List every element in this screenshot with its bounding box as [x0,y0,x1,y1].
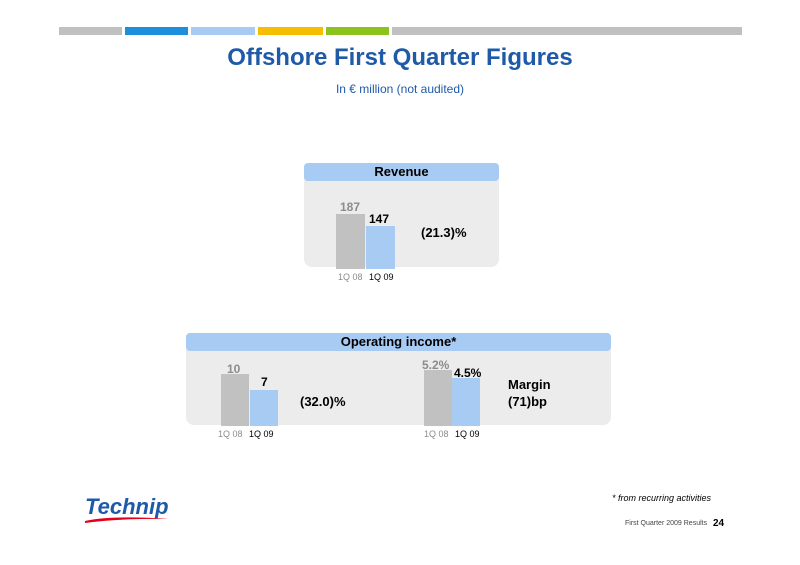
revenue-panel-header: Revenue [304,163,499,181]
value-label-opincome-1q09: 7 [261,375,268,389]
page-title: Offshore First Quarter Figures [227,44,573,71]
page-subtitle: In € million (not audited) [335,82,465,96]
footnote: * from recurring activities [612,493,712,503]
x-tick-1q08: 1Q 08 [338,272,363,282]
bar-revenue-1q08 [336,214,365,269]
operating-income-panel-header: Operating income* [186,333,611,351]
x-tick-1q09: 1Q 09 [455,429,480,439]
x-tick-1q08: 1Q 08 [218,429,243,439]
technip-logo-graphic: Technip [85,494,169,523]
revenue-panel [304,170,499,267]
bar-opincome-1q08 [221,374,249,426]
stripe-segment [326,27,389,35]
x-tick-1q09: 1Q 09 [249,429,274,439]
technip-logo: Technip [83,492,173,531]
stripe-segment [191,27,255,35]
x-tick-1q09: 1Q 09 [369,272,394,282]
stripe-segment [258,27,323,35]
svg-text:Technip: Technip [85,494,169,519]
opincome-change: (32.0)% [300,394,346,409]
value-label-margin-1q08: 5.2% [422,358,450,372]
margin-change: (71)bp [508,394,547,409]
margin-label: Margin [508,377,551,392]
value-label-revenue-1q09: 147 [369,212,390,226]
bar-margin-1q09 [452,377,480,426]
value-label-opincome-1q08: 10 [227,362,241,376]
footer-text: First Quarter 2009 Results [625,520,708,527]
value-label-revenue-1q08: 187 [340,200,361,214]
bar-revenue-1q09 [366,225,395,269]
revenue-change: (21.3)% [421,225,467,240]
stripe-segment [59,27,122,35]
value-label-margin-1q09: 4.5% [454,366,482,380]
bar-opincome-1q09 [250,389,278,426]
bar-margin-1q08 [424,370,452,426]
page-number: 24 [713,518,725,529]
x-tick-1q08: 1Q 08 [424,429,449,439]
stripe-segment [392,27,742,35]
stripe-segment [125,27,188,35]
